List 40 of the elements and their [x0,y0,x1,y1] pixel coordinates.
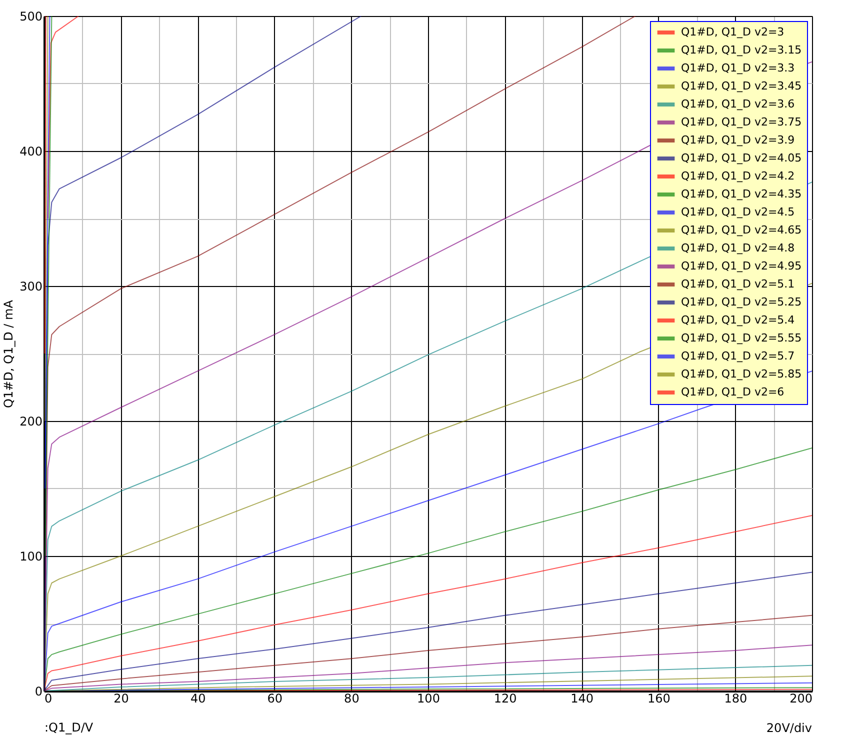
legend-label: Q1#D, Q1_D v2=5.25 [681,296,802,308]
legend-label: Q1#D, Q1_D v2=4.2 [681,170,795,182]
legend-label: Q1#D, Q1_D v2=3.3 [681,62,795,74]
x-tick-label: 160 [647,692,670,706]
legend-label: Q1#D, Q1_D v2=3.75 [681,116,802,128]
legend-label: Q1#D, Q1_D v2=4.05 [681,152,802,164]
legend-label: Q1#D, Q1_D v2=5.1 [681,278,795,290]
x-tick-label: 180 [724,692,748,706]
legend-label: Q1#D, Q1_D v2=5.4 [681,314,795,326]
x-axis-title: :Q1_D/V [44,720,94,734]
y-axis-title: Q1#D, Q1_D / mA [2,299,16,408]
legend-label: Q1#D, Q1_D v2=6 [681,386,784,398]
legend-label: Q1#D, Q1_D v2=4.95 [681,260,802,272]
legend-label: Q1#D, Q1_D v2=5.7 [681,350,795,362]
x-tick-label: 40 [190,692,206,706]
y-tick-label: 400 [20,144,42,158]
legend-label: Q1#D, Q1_D v2=3.9 [681,134,795,146]
x-tick-label: 120 [494,692,517,706]
x-tick-label: 140 [570,692,594,706]
legend-label: Q1#D, Q1_D v2=5.85 [681,368,802,380]
legend-label: Q1#D, Q1_D v2=3.6 [681,98,795,110]
legend-label: Q1#D, Q1_D v2=4.8 [681,242,795,254]
legend-label: Q1#D, Q1_D v2=4.65 [681,224,802,236]
text: 20V/div [766,721,812,735]
x-tick-label: 200 [790,692,812,706]
x-tick-label: 60 [267,692,283,706]
x-tick-label: 0 [44,692,52,706]
legend-label: Q1#D, Q1_D v2=4.5 [681,206,795,218]
legend-label: Q1#D, Q1_D v2=3.15 [681,44,802,56]
legend-label: Q1#D, Q1_D v2=4.35 [681,188,802,200]
x-tick-label: 80 [344,692,360,706]
y-tick-label: 500 [20,10,42,24]
legend-label: Q1#D, Q1_D v2=3 [681,26,784,38]
y-tick-label: 100 [20,550,42,564]
y-tick-label: 300 [20,280,42,294]
x-tick-label: 20 [114,692,129,706]
legend-label: Q1#D, Q1_D v2=3.45 [681,80,802,92]
x-tick-label: 100 [417,692,440,706]
legend-label: Q1#D, Q1_D v2=5.55 [681,332,802,344]
y-tick-label: 200 [20,414,42,428]
